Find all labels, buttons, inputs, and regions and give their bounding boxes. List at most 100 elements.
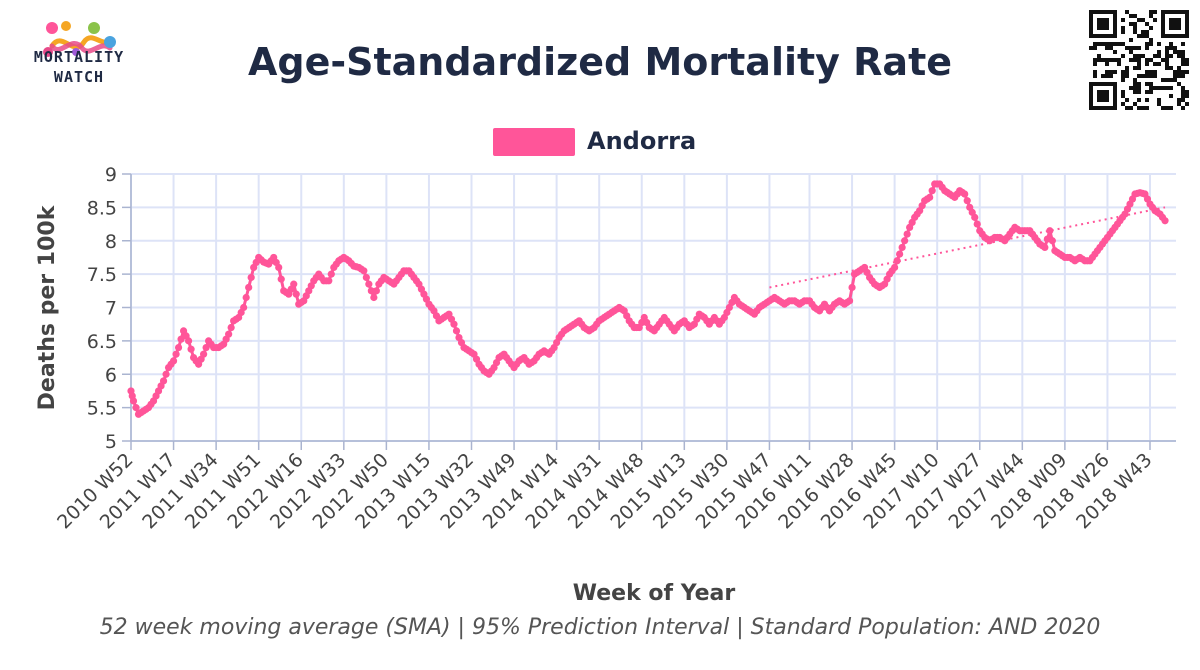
data-point: [187, 345, 195, 353]
qr-code-icon[interactable]: [1088, 10, 1190, 110]
data-point: [938, 183, 946, 191]
data-point: [1046, 227, 1054, 235]
data-point: [287, 285, 295, 293]
data-point: [245, 283, 253, 292]
data-point: [357, 265, 365, 273]
data-point: [1143, 195, 1152, 203]
series-line: [129, 182, 1167, 416]
data-point: [688, 322, 696, 330]
data-point: [593, 320, 601, 328]
data-point: [222, 335, 230, 343]
data-point: [1088, 253, 1097, 262]
y-tick-label: 6.5: [87, 331, 117, 353]
data-point: [663, 317, 671, 325]
data-point: [1158, 213, 1167, 221]
data-point: [868, 277, 876, 285]
data-point: [848, 283, 856, 292]
data-point: [247, 273, 255, 282]
data-point: [365, 280, 373, 288]
data-point: [174, 343, 183, 352]
data-point: [172, 350, 180, 358]
data-point: [638, 318, 646, 327]
data-point: [918, 202, 926, 210]
data-point: [527, 358, 536, 367]
data-point: [908, 218, 916, 226]
data-point: [472, 355, 481, 363]
data-point: [1103, 233, 1112, 242]
data-point: [427, 303, 436, 312]
data-point: [1068, 255, 1076, 263]
data-point: [477, 363, 486, 372]
data-point: [1038, 242, 1046, 250]
logo-mark-icon: [43, 21, 116, 57]
data-point: [983, 235, 991, 243]
data-point: [467, 348, 476, 357]
data-point: [1033, 237, 1041, 245]
data-point: [978, 230, 986, 238]
data-point: [277, 275, 285, 283]
data-point: [457, 338, 466, 347]
data-point: [1133, 189, 1142, 197]
data-point: [512, 360, 521, 368]
data-point: [793, 298, 801, 307]
legend-label: Andorra: [587, 127, 697, 155]
data-point: [128, 392, 136, 400]
data-point: [337, 255, 345, 263]
y-tick-label: 5.5: [87, 398, 117, 420]
data-point: [643, 318, 651, 327]
data-point: [307, 282, 315, 290]
data-point: [828, 303, 836, 312]
mortality-watch-logo: [43, 21, 116, 57]
data-point: [507, 360, 516, 368]
y-tick-label: 6: [105, 364, 117, 386]
y-tick-label: 5: [105, 431, 117, 453]
data-point: [362, 273, 370, 282]
data-point: [452, 327, 461, 335]
data-point: [232, 315, 240, 323]
data-point: [583, 325, 591, 333]
data-point: [342, 255, 350, 263]
y-tick-label: 9: [105, 164, 117, 186]
data-point: [217, 342, 225, 350]
y-axis-ticks: 5 5.5 6 6.5 7 7.5 8 8.5 9: [87, 164, 131, 453]
data-point: [502, 353, 511, 362]
data-point: [928, 187, 936, 195]
logo-text-line1: MORTALITY: [33, 48, 125, 66]
y-tick-label: 7.5: [87, 264, 117, 286]
data-point: [698, 312, 706, 320]
data-point: [723, 308, 731, 317]
data-point: [157, 382, 165, 390]
data-point: [718, 317, 726, 325]
data-point: [1118, 213, 1127, 221]
data-point: [162, 370, 170, 378]
data-point: [152, 392, 160, 400]
data-point: [823, 303, 831, 312]
data-point: [147, 400, 155, 408]
data-point: [1113, 220, 1122, 228]
data-point: [768, 295, 776, 303]
data-point: [1108, 227, 1117, 235]
y-tick-label: 8.5: [87, 197, 117, 219]
x-axis-label: Week of Year: [573, 581, 736, 606]
grid-lines: [130, 173, 1176, 442]
data-point: [182, 332, 190, 340]
data-point: [1098, 240, 1107, 248]
data-point: [167, 360, 175, 368]
data-point: [588, 325, 596, 333]
data-point: [1138, 189, 1147, 197]
data-point: [1148, 203, 1157, 211]
data-point: [322, 277, 330, 285]
data-point: [673, 323, 681, 332]
y-tick-label: 8: [105, 231, 117, 253]
data-point: [1093, 247, 1102, 255]
series-andorra: [127, 180, 1169, 418]
data-point: [913, 210, 921, 218]
data-point: [578, 320, 586, 328]
data-point: [302, 292, 310, 300]
data-point: [973, 220, 981, 228]
data-point: [898, 243, 906, 252]
data-point: [292, 290, 300, 298]
data-point: [1123, 205, 1132, 213]
data-point: [412, 277, 421, 285]
